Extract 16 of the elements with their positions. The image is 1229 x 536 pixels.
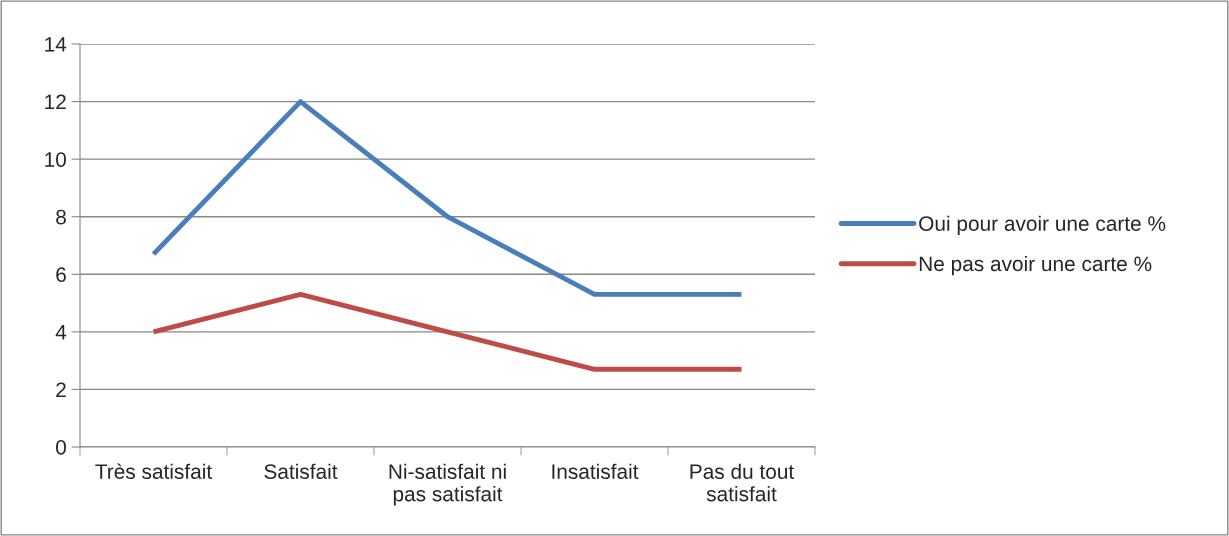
y-tick-label: 8 [56, 209, 66, 225]
x-tick-label: Satisfait [264, 463, 338, 479]
y-tick-label: 14 [45, 37, 67, 52]
x-tick-label: Pas du tout satisfait [690, 463, 795, 502]
x-tick-label: Très satisfait [95, 463, 212, 479]
x-tick-label: Insatisfait [552, 463, 639, 479]
legend-label: Ne pas avoir une carte % [919, 255, 1152, 276]
y-tick-label: 12 [45, 94, 66, 110]
legend-label: Oui pour avoir une carte % [919, 215, 1166, 236]
line-series [151, 99, 744, 297]
y-tick-label: 6 [56, 267, 66, 283]
x-tick-label: Ni-satisfait ni pas satisfait [389, 463, 506, 506]
y-tick-label: 0 [56, 440, 66, 455]
y-tick-label: 4 [55, 325, 67, 340]
y-tick-label: 10 [45, 152, 66, 167]
y-tick-label: 2 [56, 382, 66, 397]
